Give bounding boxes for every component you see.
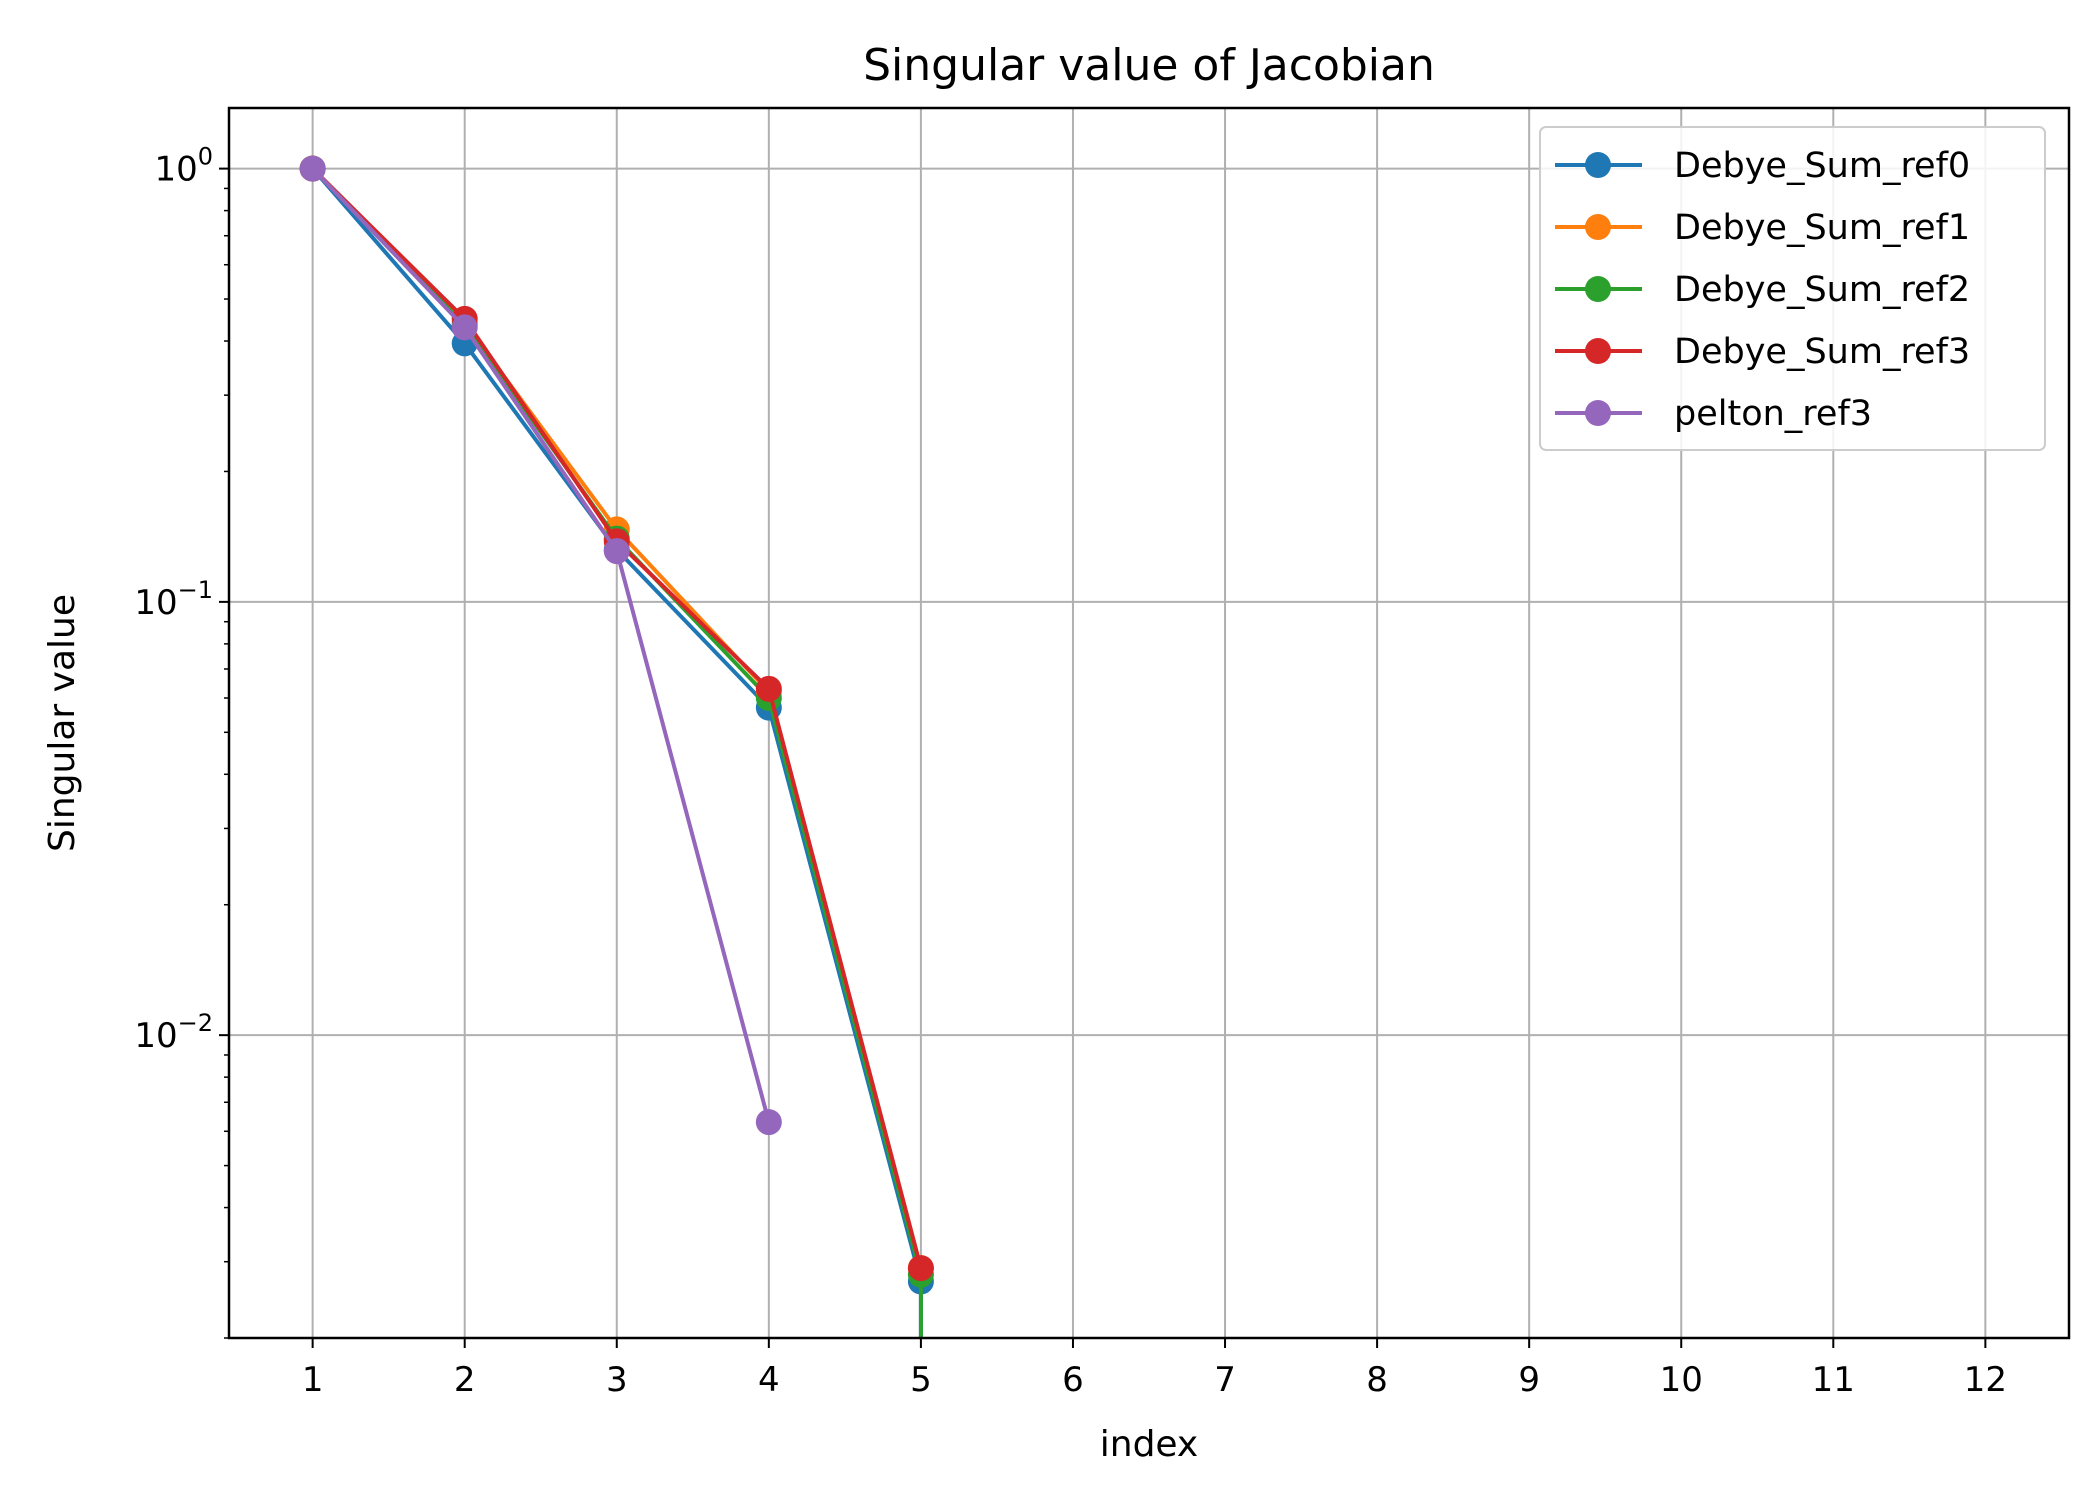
x-tick-label: 8 <box>1366 1360 1388 1400</box>
x-tick-label: 1 <box>302 1360 324 1400</box>
legend: Debye_Sum_ref0 Debye_Sum_ref1 Debye_Sum_re… <box>1539 126 2046 451</box>
data-point <box>907 1255 934 1282</box>
legend-swatch-marker <box>1585 152 1611 178</box>
legend-swatch-marker <box>1585 214 1611 240</box>
x-tick-label: 2 <box>454 1360 476 1400</box>
plot-frame <box>227 106 2071 1340</box>
legend-label: Debye_Sum_ref2 <box>1674 270 1970 310</box>
x-axis-label: index <box>1100 1424 1199 1465</box>
legend-swatch-marker <box>1585 338 1611 364</box>
x-axis-ticks: 1 2 3 4 5 6 7 8 9 10 11 12 <box>302 1338 2007 1400</box>
series-layer <box>299 155 934 1338</box>
x-tick-label: 10 <box>1660 1360 1703 1400</box>
x-tick-label: 6 <box>1062 1360 1084 1400</box>
legend-label: Debye_Sum_ref0 <box>1674 146 1970 186</box>
y-axis-label: Singular value <box>42 594 83 852</box>
y-tick-label: 100 <box>154 143 213 190</box>
chart-title: Singular value of Jacobian <box>863 40 1435 91</box>
x-tick-label: 12 <box>1964 1360 2007 1400</box>
legend-label: Debye_Sum_ref3 <box>1674 332 1970 372</box>
legend-box <box>1539 126 2046 451</box>
data-point <box>603 538 630 565</box>
data-point <box>755 1109 782 1136</box>
grid <box>229 108 2069 1338</box>
y-axis-ticks: 100 10−1 10−2 <box>134 143 229 1339</box>
data-point <box>451 314 478 341</box>
y-tick-label: 10−2 <box>134 1009 213 1056</box>
x-tick-label: 9 <box>1518 1360 1540 1400</box>
series-line <box>311 167 771 1123</box>
x-tick-label: 7 <box>1214 1360 1236 1400</box>
series-pelton_ref3 <box>299 155 782 1136</box>
x-tick-label: 5 <box>910 1360 932 1400</box>
x-tick-label: 4 <box>758 1360 780 1400</box>
legend-swatch-marker <box>1585 400 1611 426</box>
y-tick-label: 10−1 <box>134 576 213 623</box>
x-tick-label: 3 <box>606 1360 628 1400</box>
data-point <box>299 155 326 182</box>
data-point <box>755 675 782 702</box>
legend-label: Debye_Sum_ref1 <box>1674 208 1970 248</box>
legend-swatch-marker <box>1585 276 1611 302</box>
x-tick-label: 11 <box>1812 1360 1855 1400</box>
legend-label: pelton_ref3 <box>1674 394 1872 434</box>
